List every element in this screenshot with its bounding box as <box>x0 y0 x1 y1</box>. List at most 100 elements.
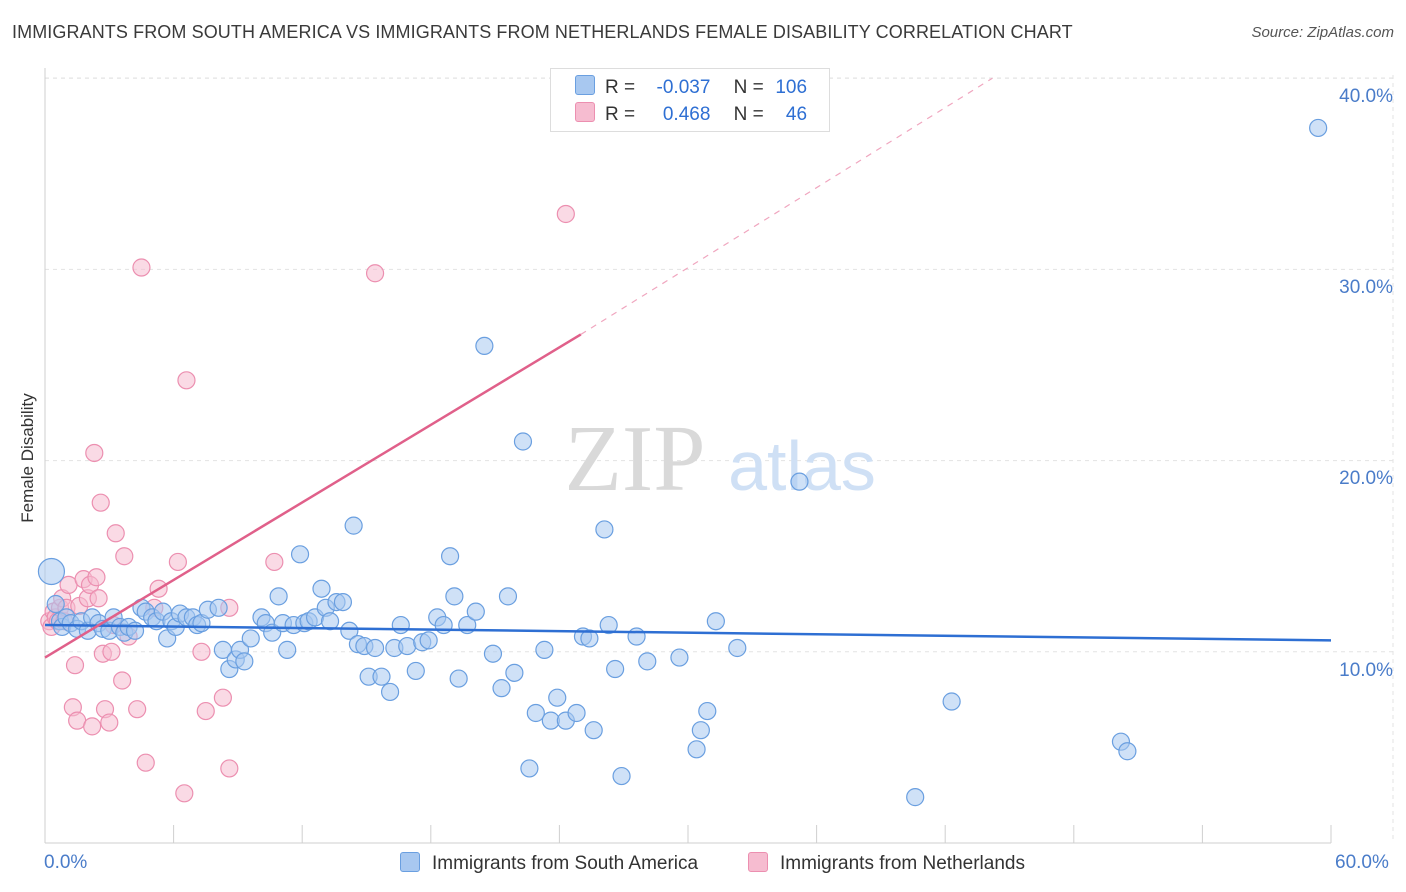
south-america-point <box>548 688 567 707</box>
south-america-point <box>599 615 618 635</box>
netherlands-point <box>85 443 104 463</box>
y-tick-label-20: 20.0% <box>1339 468 1393 489</box>
south-america-point <box>627 627 646 646</box>
south-america-point <box>584 721 603 740</box>
south-america-point <box>706 612 725 631</box>
south-america-point <box>691 721 710 740</box>
south-america-point <box>449 669 468 688</box>
south-america-point <box>365 638 385 658</box>
netherlands-point <box>65 656 85 675</box>
legend-swatch-blue <box>400 852 420 872</box>
trend-lines <box>44 77 1332 659</box>
netherlands-point <box>213 688 232 707</box>
south-america-point <box>498 587 518 606</box>
south-america-point <box>440 547 460 566</box>
south-america-point <box>526 703 545 723</box>
south-america-point <box>419 631 438 650</box>
netherlands-point <box>136 753 155 772</box>
netherlands-point <box>192 642 211 661</box>
south-america-point <box>344 516 363 535</box>
south-america-point <box>906 788 925 807</box>
netherlands-point <box>265 552 284 572</box>
south-america-point <box>580 629 599 648</box>
legend-r-value: 0.468 <box>662 104 711 125</box>
netherlands-points <box>40 204 575 803</box>
south-america-point <box>290 545 310 564</box>
netherlands-point <box>91 493 110 512</box>
south-america-point <box>37 557 66 586</box>
legend-r-label: R = <box>605 77 636 98</box>
netherlands-point <box>87 568 106 587</box>
south-america-point <box>698 701 717 721</box>
south-america-point <box>728 638 747 658</box>
south-america-point <box>535 640 554 659</box>
south-america-point <box>595 520 614 539</box>
netherlands-point <box>556 204 575 224</box>
legend-n-value: 46 <box>785 104 808 125</box>
x-tick-label-min: 0.0% <box>44 852 88 873</box>
gridlines <box>45 75 1394 843</box>
netherlands-point <box>83 717 102 736</box>
south-america-point <box>513 432 533 451</box>
legend-n-value: 106 <box>775 77 808 98</box>
axes <box>44 68 1332 844</box>
south-america-point <box>269 587 288 606</box>
south-america-point <box>312 579 331 598</box>
south-america-point <box>1118 742 1137 761</box>
netherlands-point <box>220 759 239 778</box>
south-america-point <box>278 640 297 659</box>
south-america-point <box>340 621 359 640</box>
watermark-atlas: atlas <box>728 427 876 505</box>
south-america-point <box>475 336 494 356</box>
netherlands-point <box>115 547 134 566</box>
netherlands-point <box>89 589 108 608</box>
south-america-point <box>1309 118 1328 138</box>
trend-line-south-america <box>44 623 1332 642</box>
south-america-point <box>445 587 464 606</box>
south-america-point <box>612 766 631 786</box>
trend-line-netherlands-extension <box>580 77 993 335</box>
legend-r-label: R = <box>605 104 636 125</box>
legend-item-netherlands: Immigrants from Netherlands <box>748 852 1025 875</box>
source-label: Source: ZipAtlas.com <box>1251 24 1394 41</box>
south-america-point <box>333 592 353 612</box>
south-america-point <box>372 667 391 686</box>
south-america-point <box>638 652 657 671</box>
watermark: ZIP atlas <box>565 407 876 511</box>
legend-row-netherlands: R = 0.468 N = 46 <box>575 102 807 128</box>
south-america-point <box>466 602 485 621</box>
legend-swatch-pink <box>575 102 595 122</box>
south-america-point <box>567 703 586 723</box>
chart-title: IMMIGRANTS FROM SOUTH AMERICA VS IMMIGRA… <box>12 22 1073 42</box>
south-america-point <box>235 652 254 671</box>
x-tick-label-max: 60.0% <box>1335 852 1389 873</box>
y-tick-label-40: 40.0% <box>1339 86 1393 107</box>
south-america-points <box>37 118 1328 807</box>
south-america-point <box>790 472 809 491</box>
legend-row-south-america: R = -0.037 N = 106 <box>575 75 807 101</box>
legend-n-label: N = <box>733 77 764 98</box>
netherlands-point <box>100 713 119 732</box>
netherlands-point <box>365 264 385 283</box>
netherlands-point <box>196 701 215 721</box>
legend-label-south-america: Immigrants from South America <box>432 853 699 874</box>
south-america-point <box>492 679 511 698</box>
legend-swatch-pink <box>748 852 768 872</box>
trend-line-netherlands <box>44 333 582 659</box>
south-america-point <box>483 644 503 663</box>
netherlands-point <box>113 671 132 690</box>
south-america-point <box>687 740 706 759</box>
netherlands-point <box>168 552 187 572</box>
watermark-zip: ZIP <box>565 407 706 511</box>
south-america-point <box>398 636 417 656</box>
netherlands-point <box>175 784 194 803</box>
south-america-point <box>505 663 524 682</box>
south-america-point <box>320 612 340 631</box>
south-america-point <box>942 692 961 711</box>
south-america-point <box>606 659 625 679</box>
netherlands-point <box>177 371 196 390</box>
y-tick-label-10: 10.0% <box>1339 660 1393 681</box>
south-america-point <box>209 598 228 617</box>
legend-item-south-america: Immigrants from South America <box>400 852 698 875</box>
